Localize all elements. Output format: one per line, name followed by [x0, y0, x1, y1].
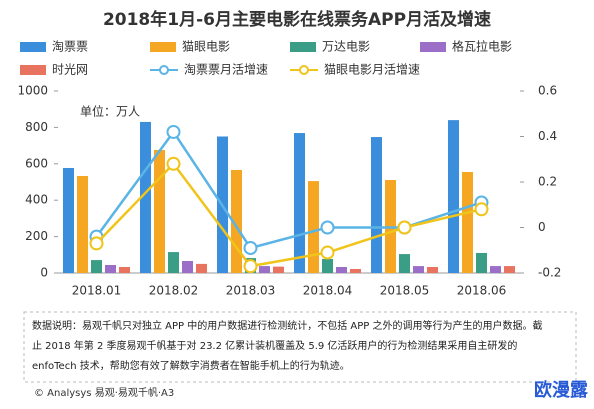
- bar: [273, 266, 284, 273]
- line-marker: [320, 245, 335, 260]
- bar: [308, 181, 319, 273]
- legend-swatch: [290, 42, 316, 52]
- x-tick-label: 2018.02: [149, 284, 199, 298]
- bar: [427, 266, 438, 273]
- y-tick-label: 600: [25, 156, 48, 170]
- legend-label: 猫眼电影: [182, 40, 230, 54]
- note-line: 数据说明：易观千帆只对独立 APP 中的用户数据进行检测统计，不包括 APP 之…: [32, 319, 543, 332]
- line-marker: [243, 240, 258, 255]
- y2-tick-label: 0.2: [538, 175, 557, 189]
- legend-label: 猫眼电影月活增速: [324, 63, 420, 77]
- source: © Analysys 易观·易观千帆·A3: [34, 386, 174, 399]
- legend-label: 淘票票: [52, 40, 88, 54]
- bar: [350, 268, 361, 273]
- x-tick-label: 2018.01: [72, 284, 122, 298]
- legend-marker: [299, 65, 309, 75]
- bar: [371, 137, 382, 273]
- bar: [119, 266, 130, 273]
- bar: [77, 175, 88, 273]
- x-tick-label: 2018.04: [303, 284, 353, 298]
- x-tick-label: 2018.03: [226, 284, 276, 298]
- legend-label: 淘票票月活增速: [184, 63, 268, 77]
- legend-swatch: [150, 42, 176, 52]
- y2-tick-label: 0.4: [538, 129, 557, 143]
- unit-label: 单位：万人: [80, 104, 140, 119]
- x-tick-label: 2018.05: [380, 284, 430, 298]
- bar: [490, 266, 501, 273]
- legend-label: 万达电影: [322, 40, 370, 54]
- y2-tick-label: 0: [538, 220, 546, 234]
- bar: [413, 266, 424, 273]
- line-marker: [89, 236, 104, 251]
- y2-tick-label: 0.6: [538, 84, 557, 98]
- line-marker: [166, 156, 181, 171]
- y2-tick-label: -0.2: [538, 266, 561, 280]
- line-marker: [243, 259, 258, 274]
- legend-swatch: [420, 42, 446, 52]
- note-box: [23, 311, 577, 383]
- bar: [294, 133, 305, 273]
- bar: [399, 254, 410, 273]
- line-marker: [320, 220, 335, 235]
- y-tick-label: 200: [25, 229, 48, 243]
- line-marker: [397, 220, 412, 235]
- y-tick-label: 400: [25, 193, 48, 207]
- bar: [322, 258, 333, 273]
- bar: [168, 252, 179, 273]
- legend-swatch: [20, 42, 46, 52]
- bar: [105, 264, 116, 273]
- y-tick-label: 1000: [17, 84, 48, 98]
- bar: [476, 252, 487, 273]
- legend-marker: [159, 65, 169, 75]
- note-line: 止 2018 年第 2 季度易观千帆基于对 23.2 亿累计装机覆盖及 5.9 …: [32, 339, 517, 352]
- bar: [140, 121, 151, 273]
- bar: [182, 260, 193, 273]
- bar: [504, 266, 515, 273]
- chart-title: 2018年1月-6月主要电影在线票务APP月活及增速: [103, 9, 491, 30]
- bar: [154, 149, 165, 273]
- line-marker: [474, 202, 489, 217]
- x-tick-label: 2018.06: [457, 284, 507, 298]
- y-tick-label: 0: [40, 266, 48, 280]
- bar: [462, 171, 473, 273]
- bar: [259, 266, 270, 273]
- note-line: enfoTech 技术，帮助您有效了解数字消费者在智能手机上的行为轨迹。: [32, 359, 350, 372]
- legend-label: 格瓦拉电影: [452, 39, 512, 54]
- brand: 欧漫露: [534, 379, 589, 401]
- bar: [196, 263, 207, 273]
- legend-swatch: [20, 65, 46, 75]
- bar: [231, 169, 242, 273]
- line-marker: [166, 124, 181, 139]
- bar: [448, 120, 459, 274]
- legend-label: 时光网: [52, 63, 88, 77]
- y-tick-label: 800: [25, 120, 48, 134]
- bar: [63, 167, 74, 273]
- bar: [336, 266, 347, 273]
- line: [95, 161, 482, 268]
- bar: [91, 260, 102, 273]
